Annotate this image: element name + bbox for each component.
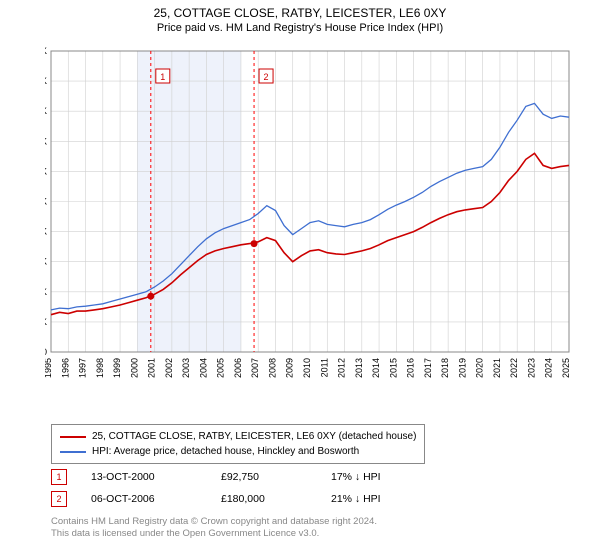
svg-text:2008: 2008 — [267, 358, 277, 378]
transaction-date: 06-OCT-2006 — [91, 493, 221, 505]
svg-text:2014: 2014 — [371, 358, 381, 378]
transaction-marker: 1 — [51, 469, 67, 485]
svg-text:2: 2 — [264, 72, 269, 82]
svg-text:1995: 1995 — [45, 358, 53, 378]
svg-text:£350K: £350K — [45, 136, 47, 146]
svg-text:2024: 2024 — [544, 358, 554, 378]
svg-text:1997: 1997 — [78, 358, 88, 378]
svg-text:2001: 2001 — [147, 358, 157, 378]
transaction-price: £92,750 — [221, 471, 331, 483]
legend-item: 25, COTTAGE CLOSE, RATBY, LEICESTER, LE6… — [60, 429, 416, 444]
footer-line-2: This data is licensed under the Open Gov… — [51, 528, 377, 540]
svg-text:2005: 2005 — [216, 358, 226, 378]
svg-text:2015: 2015 — [388, 358, 398, 378]
svg-text:2006: 2006 — [233, 358, 243, 378]
legend: 25, COTTAGE CLOSE, RATBY, LEICESTER, LE6… — [51, 424, 425, 464]
legend-swatch — [60, 451, 86, 453]
svg-text:1: 1 — [160, 72, 165, 82]
svg-text:£450K: £450K — [45, 76, 47, 86]
page-title: 25, COTTAGE CLOSE, RATBY, LEICESTER, LE6… — [0, 6, 600, 20]
transaction-delta: 21% ↓ HPI — [331, 493, 451, 505]
svg-text:1999: 1999 — [112, 358, 122, 378]
svg-text:2016: 2016 — [406, 358, 416, 378]
svg-text:2018: 2018 — [440, 358, 450, 378]
transaction-row: 2 06-OCT-2006£180,00021% ↓ HPI — [51, 488, 451, 510]
transaction-price: £180,000 — [221, 493, 331, 505]
legend-item: HPI: Average price, detached house, Hinc… — [60, 444, 416, 459]
svg-text:2007: 2007 — [250, 358, 260, 378]
price-chart: £0 £50K £100K £150K £200K £250K £300K £350K £400… — [45, 45, 575, 390]
svg-text:£100K: £100K — [45, 287, 47, 297]
svg-text:2025: 2025 — [561, 358, 571, 378]
svg-text:1998: 1998 — [95, 358, 105, 378]
svg-text:2017: 2017 — [423, 358, 433, 378]
footer-line-1: Contains HM Land Registry data © Crown c… — [51, 516, 377, 528]
svg-text:2022: 2022 — [509, 358, 519, 378]
svg-text:£200K: £200K — [45, 227, 47, 237]
legend-label: HPI: Average price, detached house, Hinc… — [92, 444, 359, 459]
svg-text:£150K: £150K — [45, 257, 47, 267]
transaction-marker: 2 — [51, 491, 67, 507]
svg-text:2009: 2009 — [285, 358, 295, 378]
svg-text:2013: 2013 — [354, 358, 364, 378]
transaction-date: 13-OCT-2000 — [91, 471, 221, 483]
svg-text:2011: 2011 — [319, 358, 329, 377]
svg-text:2004: 2004 — [198, 358, 208, 378]
svg-text:£0: £0 — [45, 347, 47, 357]
transaction-row: 1 13-OCT-2000£92,75017% ↓ HPI — [51, 466, 451, 488]
svg-text:2010: 2010 — [302, 358, 312, 378]
svg-text:£400K: £400K — [45, 106, 47, 116]
svg-text:2002: 2002 — [164, 358, 174, 378]
transaction-table: 1 13-OCT-2000£92,75017% ↓ HPI 2 06-OCT-2006… — [51, 466, 451, 510]
svg-text:2000: 2000 — [129, 358, 139, 378]
page-subtitle: Price paid vs. HM Land Registry's House … — [0, 22, 600, 34]
svg-text:2003: 2003 — [181, 358, 191, 378]
svg-text:£500K: £500K — [45, 46, 47, 56]
legend-swatch — [60, 436, 86, 438]
svg-text:2021: 2021 — [492, 358, 502, 378]
svg-text:£50K: £50K — [45, 317, 47, 327]
svg-text:2020: 2020 — [475, 358, 485, 378]
svg-text:2012: 2012 — [337, 358, 347, 378]
transaction-delta: 17% ↓ HPI — [331, 471, 451, 483]
footer-attribution: Contains HM Land Registry data © Crown c… — [51, 516, 377, 540]
svg-text:£250K: £250K — [45, 197, 47, 207]
svg-text:2023: 2023 — [526, 358, 536, 378]
svg-text:2019: 2019 — [457, 358, 467, 378]
svg-text:1996: 1996 — [60, 358, 70, 378]
legend-label: 25, COTTAGE CLOSE, RATBY, LEICESTER, LE6… — [92, 429, 416, 444]
svg-text:£300K: £300K — [45, 166, 47, 176]
